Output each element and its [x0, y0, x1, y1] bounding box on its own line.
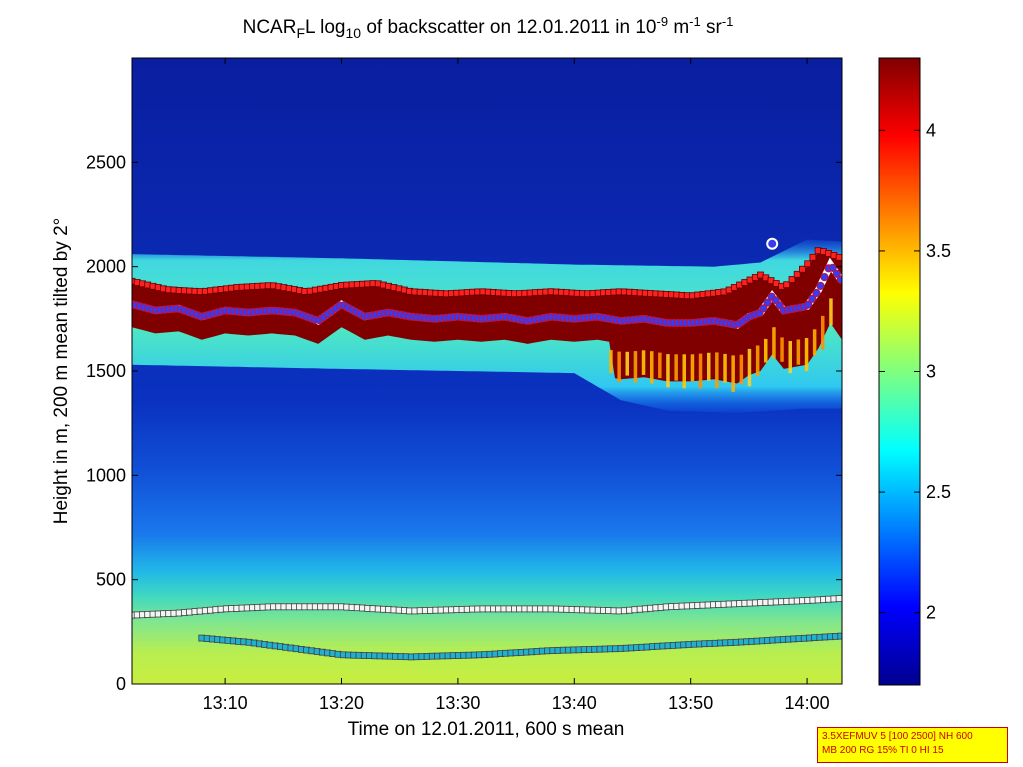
series-layer [132, 237, 842, 661]
series-marker [837, 632, 842, 640]
precip-streak [633, 351, 638, 383]
colorbar: 2 2.5 3 3.5 4 [878, 57, 951, 686]
chart-title: NCARFL log10 of backscatter on 12.01.201… [243, 14, 734, 41]
series-marker [820, 273, 829, 282]
title-part-2: L log [305, 17, 346, 38]
series-2 [132, 595, 842, 619]
title-part-5: sr [701, 17, 723, 38]
y-tick-label: 2500 [86, 152, 126, 172]
plot-area: 13:10 13:20 13:30 13:40 13:50 14:00 0 500 1000 1… [86, 57, 843, 713]
y-tick-label: 0 [116, 674, 126, 694]
precip-streak [698, 353, 703, 389]
x-tick-label: 14:00 [785, 693, 830, 713]
precip-streak [812, 329, 817, 356]
series-marker [812, 288, 821, 298]
series-marker [804, 300, 813, 309]
precip-streak [650, 351, 654, 384]
colorbar-tick-label: 2.5 [926, 482, 951, 502]
series-marker [799, 265, 806, 273]
precip-streaks [609, 298, 833, 392]
x-axis-label: Time on 12.01.2011, 600 s mean [348, 719, 625, 740]
precip-streak [707, 352, 711, 381]
x-tick-label: 13:10 [203, 693, 248, 713]
title-sup-3: -9 [657, 14, 669, 29]
y-tick-label: 500 [96, 570, 126, 590]
title-sup-5: -1 [722, 14, 734, 29]
title-part-1: NCAR [243, 17, 297, 38]
info-box: 3.5XEFMUV 5 [100 2500] NH 600 MB 200 RG … [817, 727, 1008, 763]
series-marker [835, 253, 842, 261]
colorbar-ramp [879, 58, 920, 685]
precip-streak [804, 338, 809, 371]
precip-streak [772, 327, 776, 359]
title-sup-4: -1 [689, 14, 701, 29]
series-marker [816, 281, 825, 290]
y-tick-label: 2000 [86, 257, 126, 277]
precip-streak [641, 350, 646, 375]
precip-streak [682, 354, 686, 389]
y-axis-label: Height in m, 200 m mean tilted by 2° [51, 218, 72, 524]
info-line-2: MB 200 RG 15% TI 0 HI 15 [822, 745, 944, 756]
precip-streak [747, 348, 752, 387]
precip-streak [764, 338, 768, 363]
precip-streak [666, 354, 670, 388]
precip-streak [609, 350, 613, 374]
colorbar-tick-label: 3 [926, 362, 936, 382]
x-axis: 13:10 13:20 13:30 13:40 13:50 14:00 [203, 58, 830, 713]
y-tick-label: 1500 [86, 361, 126, 381]
series-marker [783, 281, 791, 289]
precip-streak [690, 354, 695, 382]
series-marker [788, 276, 796, 283]
precip-streak [755, 345, 760, 376]
series-3 [198, 632, 842, 661]
series-marker [809, 253, 817, 261]
colorbar-tick-label: 3.5 [926, 241, 951, 261]
precip-streak [617, 351, 621, 383]
precip-streak [731, 355, 735, 392]
precip-streak [723, 353, 727, 383]
series-0 [132, 247, 842, 300]
colorbar-tick-label: 4 [926, 120, 936, 140]
series-marker [793, 270, 801, 278]
x-tick-label: 13:20 [319, 693, 364, 713]
series-marker [828, 263, 837, 272]
precip-streak [715, 352, 719, 389]
precip-streak [829, 298, 833, 326]
title: NCARFL log10 of backscatter on 12.01.201… [243, 14, 734, 41]
isolated-marker [766, 237, 779, 250]
series-marker [835, 595, 842, 602]
y-axis: 0 500 1000 1500 2000 2500 [86, 152, 842, 694]
series-marker [759, 304, 768, 313]
colorbar-ticks: 2 2.5 3 3.5 4 [879, 120, 951, 623]
precip-streak [674, 354, 678, 381]
title-part-3: of backscatter on 12.01.2011 in 10 [361, 17, 656, 38]
series-marker [763, 298, 772, 307]
precip-streak [796, 339, 801, 365]
title-sub-2: 10 [346, 25, 362, 41]
series-marker [832, 269, 841, 278]
series-marker [804, 260, 812, 268]
y-tick-label: 1000 [86, 465, 126, 485]
precip-streak [658, 352, 662, 379]
precip-streak [821, 315, 825, 350]
precip-streak [780, 337, 784, 362]
x-tick-label: 13:40 [552, 693, 597, 713]
series-1 [132, 257, 842, 329]
precip-streak [739, 354, 744, 385]
series-marker [836, 275, 842, 284]
colorbar-tick-label: 2 [926, 603, 936, 623]
x-tick-label: 13:50 [668, 693, 713, 713]
info-line-1: 3.5XEFMUV 5 [100 2500] NH 600 [822, 731, 973, 742]
title-part-4: m [668, 17, 689, 38]
precip-streak [788, 341, 792, 374]
series-marker [808, 294, 817, 303]
precip-streak [625, 351, 629, 376]
heatmap-layers [132, 237, 842, 661]
x-tick-label: 13:30 [435, 693, 480, 713]
title-sub-1: F [296, 25, 305, 41]
